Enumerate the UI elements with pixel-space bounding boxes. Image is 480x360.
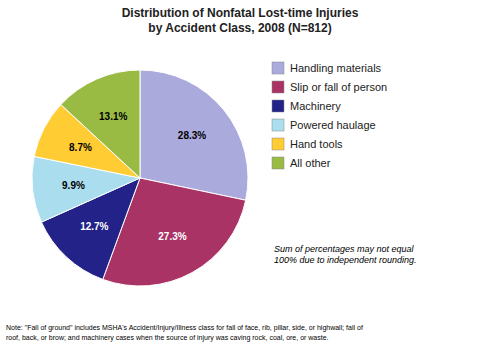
title: Distribution of Nonfatal Lost-time Injur… <box>122 6 359 35</box>
legend-label: All other <box>290 157 331 169</box>
legend-swatch <box>272 62 284 74</box>
data-label: 8.7% <box>69 142 92 153</box>
pie-slice <box>140 70 248 200</box>
legend-label: Machinery <box>290 100 341 112</box>
pie: 28.3% 27.3% 12.7% 9.9% 8.7% 13.1% <box>32 70 248 286</box>
legend-swatch <box>272 81 284 93</box>
legend-swatch <box>272 100 284 112</box>
annotation: Sum of percentages may not equal100% due… <box>274 244 417 265</box>
text-line: Distribution of Nonfatal Lost-time Injur… <box>122 6 359 20</box>
legend-swatch <box>272 119 284 131</box>
data-label: 27.3% <box>158 231 186 242</box>
text-line: roof, back, or brow; and machinery cases… <box>6 334 329 342</box>
data-label: 28.3% <box>178 130 206 141</box>
legend-item: Powered haulage <box>272 119 376 131</box>
legend-swatch <box>272 138 284 150</box>
legend-item: Handling materials <box>272 62 382 74</box>
legend: Handling materials Slip or fall of person… <box>272 62 387 169</box>
legend-label: Powered haulage <box>290 119 376 131</box>
data-label: 12.7% <box>80 221 108 232</box>
legend-label: Slip or fall of person <box>290 81 387 93</box>
legend-label: Hand tools <box>290 138 343 150</box>
legend-label: Handling materials <box>290 62 382 74</box>
text-line: by Accident Class, 2008 (N=812) <box>148 21 331 35</box>
data-label: 9.9% <box>62 180 85 191</box>
legend-item: All other <box>272 157 331 169</box>
annotation: Note: "Fall of ground" includes MSHA's A… <box>6 324 363 342</box>
data-label: 13.1% <box>99 111 127 122</box>
chart: Distribution of Nonfatal Lost-time Injur… <box>0 0 480 360</box>
legend-item: Slip or fall of person <box>272 81 387 93</box>
text-line: Sum of percentages may not equal <box>274 244 415 254</box>
legend-swatch <box>272 157 284 169</box>
legend-item: Machinery <box>272 100 341 112</box>
text-line: Note: "Fall of ground" includes MSHA's A… <box>6 324 363 332</box>
pie-slice <box>61 70 140 178</box>
legend-item: Hand tools <box>272 138 343 150</box>
text-line: 100% due to independent rounding. <box>274 255 417 265</box>
